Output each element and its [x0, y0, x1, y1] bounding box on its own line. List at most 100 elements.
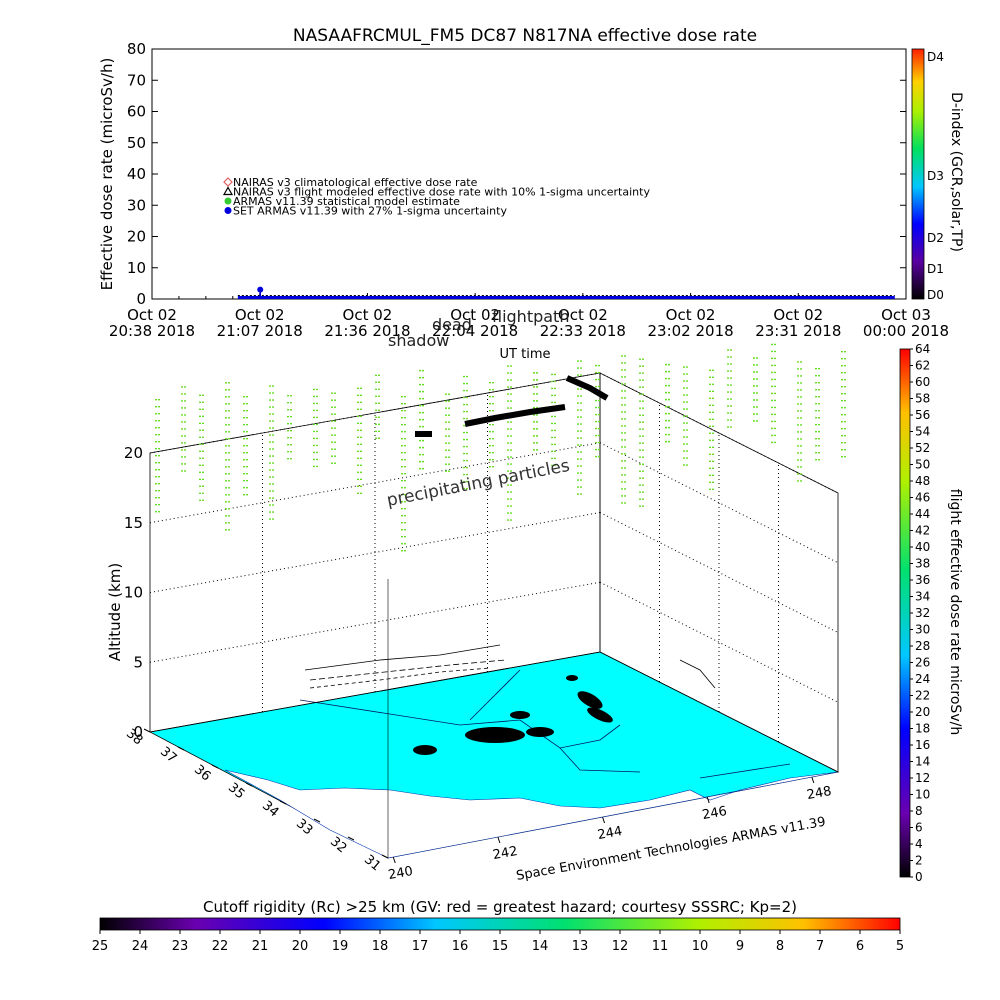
grid-line [149, 372, 601, 454]
top-plot-frame [151, 48, 907, 300]
dose-tick-label: 32 [915, 606, 930, 620]
rc-tick-label: 5 [896, 939, 904, 954]
lon-tick [602, 816, 606, 824]
dose-colorbar: 0246810121416182022242628303234363840424… [899, 342, 963, 884]
d-index-tick: D4 [927, 50, 944, 64]
lon-tick-label: 246 [701, 804, 728, 823]
lat-tick-label: 34 [259, 798, 281, 820]
dose-tick-label: 54 [915, 425, 930, 439]
coastline [224, 769, 839, 859]
dose-tick-label: 4 [915, 837, 923, 851]
rc-tick-label: 22 [212, 939, 229, 954]
y-tick-label: 50 [127, 134, 146, 152]
annotation-flightpath: flightpath [492, 307, 569, 326]
grid-line [599, 442, 839, 564]
legend-marker [222, 186, 234, 196]
y-tick-label: 70 [127, 71, 146, 89]
rc-tick-label: 23 [172, 939, 189, 954]
d-index-tick: D2 [927, 231, 944, 245]
x-tick-time: 23:31 2018 [755, 322, 841, 340]
wall-grid [149, 372, 839, 742]
x-tick-date: Oct 02 [558, 306, 608, 324]
lon-tick [392, 856, 396, 864]
dose-tick-label: 8 [915, 804, 923, 818]
altitude-tick-label: 0 [133, 723, 143, 741]
x-tick-date: Oct 02 [773, 306, 823, 324]
lon-tick [497, 836, 501, 844]
rc-tick-label: 10 [692, 939, 709, 954]
legend-entry: SET ARMAS v11.39 with 27% 1-sigma uncert… [233, 205, 507, 218]
legend-entry: NAIRAS v3 climatological effective dose … [233, 176, 478, 189]
flight-track-altitude [415, 375, 609, 437]
rc-tick-label: 18 [372, 939, 389, 954]
lat-tick-label: 36 [191, 762, 213, 784]
dose-tick-label: 28 [915, 639, 930, 653]
grid-line [149, 581, 601, 663]
x-tick-date: Oct 02 [127, 306, 177, 324]
lat-tick [313, 818, 321, 823]
rc-tick-label: 9 [736, 939, 744, 954]
lat-tick [211, 764, 219, 769]
x-tick-time: 21:07 2018 [217, 322, 303, 340]
rc-tick-label: 11 [652, 939, 669, 954]
top-y-axis-ticks: 0 10 20 30 40 50 60 70 80 [127, 40, 906, 308]
rc-tick-label: 7 [816, 939, 824, 954]
x-tick-date: Oct 03 [881, 306, 931, 324]
altitude-ticks: 0 5 10 15 20 [124, 444, 143, 741]
dose-colorbar-label: flight effective dose rate microSv/h [947, 489, 963, 735]
dose-tick-label: 10 [915, 788, 930, 802]
lat-tick [347, 836, 355, 841]
rc-tick-label: 8 [776, 939, 784, 954]
annotation-dead: dead [432, 315, 472, 334]
dose-tick-label: 0 [915, 870, 923, 884]
annotation-shadow: shadow [388, 331, 449, 350]
lat-tick-label: 31 [361, 852, 383, 874]
dose-tick-label: 14 [915, 755, 930, 769]
chart-title: NASAAFRCMUL_FM5 DC87 N817NA effective do… [293, 26, 757, 46]
y-tick-label: 30 [127, 196, 146, 214]
dose-tick-label: 40 [915, 540, 930, 554]
d-index-tick: D3 [927, 169, 944, 183]
dose-tick-label: 44 [915, 507, 930, 521]
dose-tick-label: 58 [915, 392, 930, 406]
x-tick-time: 22:33 2018 [540, 322, 626, 340]
y-tick-label: 10 [127, 259, 146, 277]
d-index-tick: D0 [927, 288, 944, 302]
dose-tick-label: 48 [915, 474, 930, 488]
rc-tick-label: 24 [132, 939, 149, 954]
longitude-ticks: 240 242 244 246 248 [387, 776, 833, 883]
altitude-axis-label: Altitude (km) [106, 563, 124, 661]
lat-tick [279, 800, 287, 805]
lon-tick-label: 240 [387, 864, 414, 883]
lat-tick [143, 728, 151, 733]
rc-tick-label: 15 [492, 939, 509, 954]
rc-tick-label: 6 [856, 939, 864, 954]
dose-tick-label: 60 [915, 375, 930, 389]
legend-marker [224, 207, 232, 214]
peak-point [257, 286, 264, 293]
rc-colorbar-label: Cutoff rigidity (Rc) >25 km (GV: red = g… [203, 898, 797, 916]
x-tick-time: 22:04 2018 [432, 322, 518, 340]
altitude-tick-label: 20 [124, 444, 143, 462]
lat-tick [245, 782, 253, 787]
y-tick-label: 60 [127, 103, 146, 121]
y-tick-label: 80 [127, 40, 146, 58]
rc-tick-label: 20 [292, 939, 309, 954]
d-index-tick: D1 [927, 262, 944, 276]
lon-tick [706, 796, 710, 804]
dose-tick-label: 2 [915, 854, 923, 868]
lon-tick-label: 244 [596, 824, 623, 843]
dose-tick-label: 20 [915, 705, 930, 719]
x-tick-date: Oct 02 [450, 306, 500, 324]
lat-tick-label: 35 [225, 780, 247, 802]
altitude-tick-label: 15 [124, 514, 143, 532]
dose-tick-label: 6 [915, 821, 923, 835]
annotation-precipitating-particles: precipitating particles [385, 456, 571, 511]
flight-track-low [304, 644, 716, 689]
top-x-axis-label: UT time [500, 347, 551, 362]
lat-tick [177, 746, 185, 751]
